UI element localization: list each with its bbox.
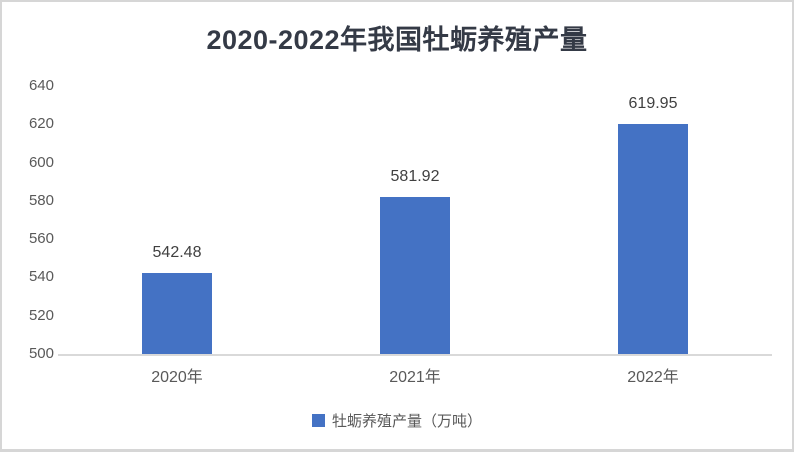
bar-2021年 (380, 197, 450, 354)
y-axis-tick-label: 640 (28, 77, 54, 94)
legend: 牡蛎养殖产量（万吨） (2, 410, 792, 431)
x-axis-tick-label: 2022年 (627, 369, 679, 386)
bar-value-label: 581.92 (390, 168, 440, 186)
y-axis-tick-label: 520 (28, 306, 54, 324)
legend-series-label: 牡蛎养殖产量（万吨） (331, 413, 482, 430)
chart-title: 2020-2022年我国牡蛎养殖产量 (206, 25, 588, 55)
y-axis-tick-label: 620 (28, 115, 54, 133)
x-axis-line (58, 354, 772, 356)
x-axis-tick-label: 2020年 (151, 369, 203, 386)
bar-value-label: 542.48 (152, 243, 202, 261)
y-axis-tick-label: 580 (28, 191, 54, 209)
legend-swatch-icon (311, 414, 325, 427)
bar-2022年 (618, 124, 688, 354)
y-axis-tick-label: 600 (28, 153, 54, 171)
bar-2020年 (142, 272, 212, 354)
y-axis-tick-label: 540 (28, 268, 54, 286)
y-axis-tick-label: 560 (28, 230, 54, 248)
y-axis-tick-label: 500 (28, 345, 54, 362)
x-axis-tick-label: 2021年 (389, 369, 441, 386)
bar-value-label: 619.95 (628, 95, 678, 113)
